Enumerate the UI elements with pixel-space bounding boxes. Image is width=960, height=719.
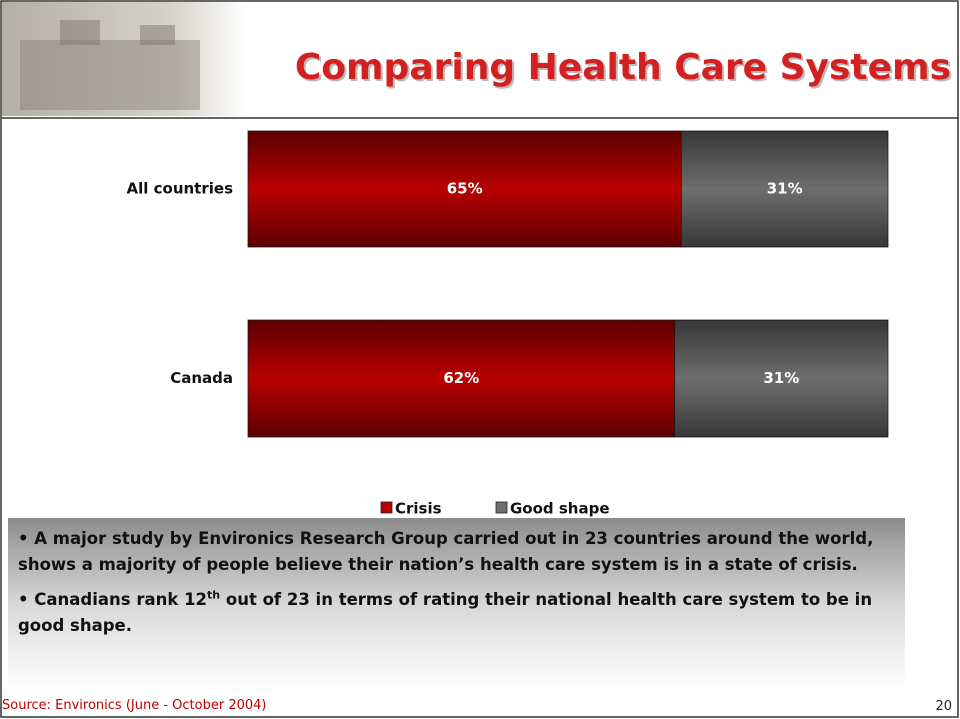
chart-title: Comparing Health Care Systems xyxy=(295,47,951,88)
source: Source: Environics (June - October 2004) xyxy=(2,698,267,713)
note-text: • Canadians rank 12 xyxy=(18,590,207,609)
legend-swatch xyxy=(381,502,392,513)
legend-label: Crisis xyxy=(395,500,442,518)
legend-swatch xyxy=(496,502,507,513)
note-text: • A major study by Environics Research G… xyxy=(18,529,873,574)
notes-box: • A major study by Environics Research G… xyxy=(8,518,905,690)
header-image xyxy=(2,2,245,116)
value-label: 62% xyxy=(443,369,479,387)
note: • Canadians rank 12th out of 23 in terms… xyxy=(18,587,895,639)
superscript: th xyxy=(207,589,220,602)
slide: Comparing Health Care Systems Comparing … xyxy=(0,0,960,719)
category-label: All countries xyxy=(127,180,234,198)
value-label: 31% xyxy=(767,180,803,198)
value-label: 31% xyxy=(763,369,799,387)
page-number: 20 xyxy=(935,699,952,714)
value-label: 65% xyxy=(447,180,483,198)
legend-label: Good shape xyxy=(510,500,610,518)
category-label: Canada xyxy=(170,369,233,387)
note: • A major study by Environics Research G… xyxy=(18,526,895,578)
